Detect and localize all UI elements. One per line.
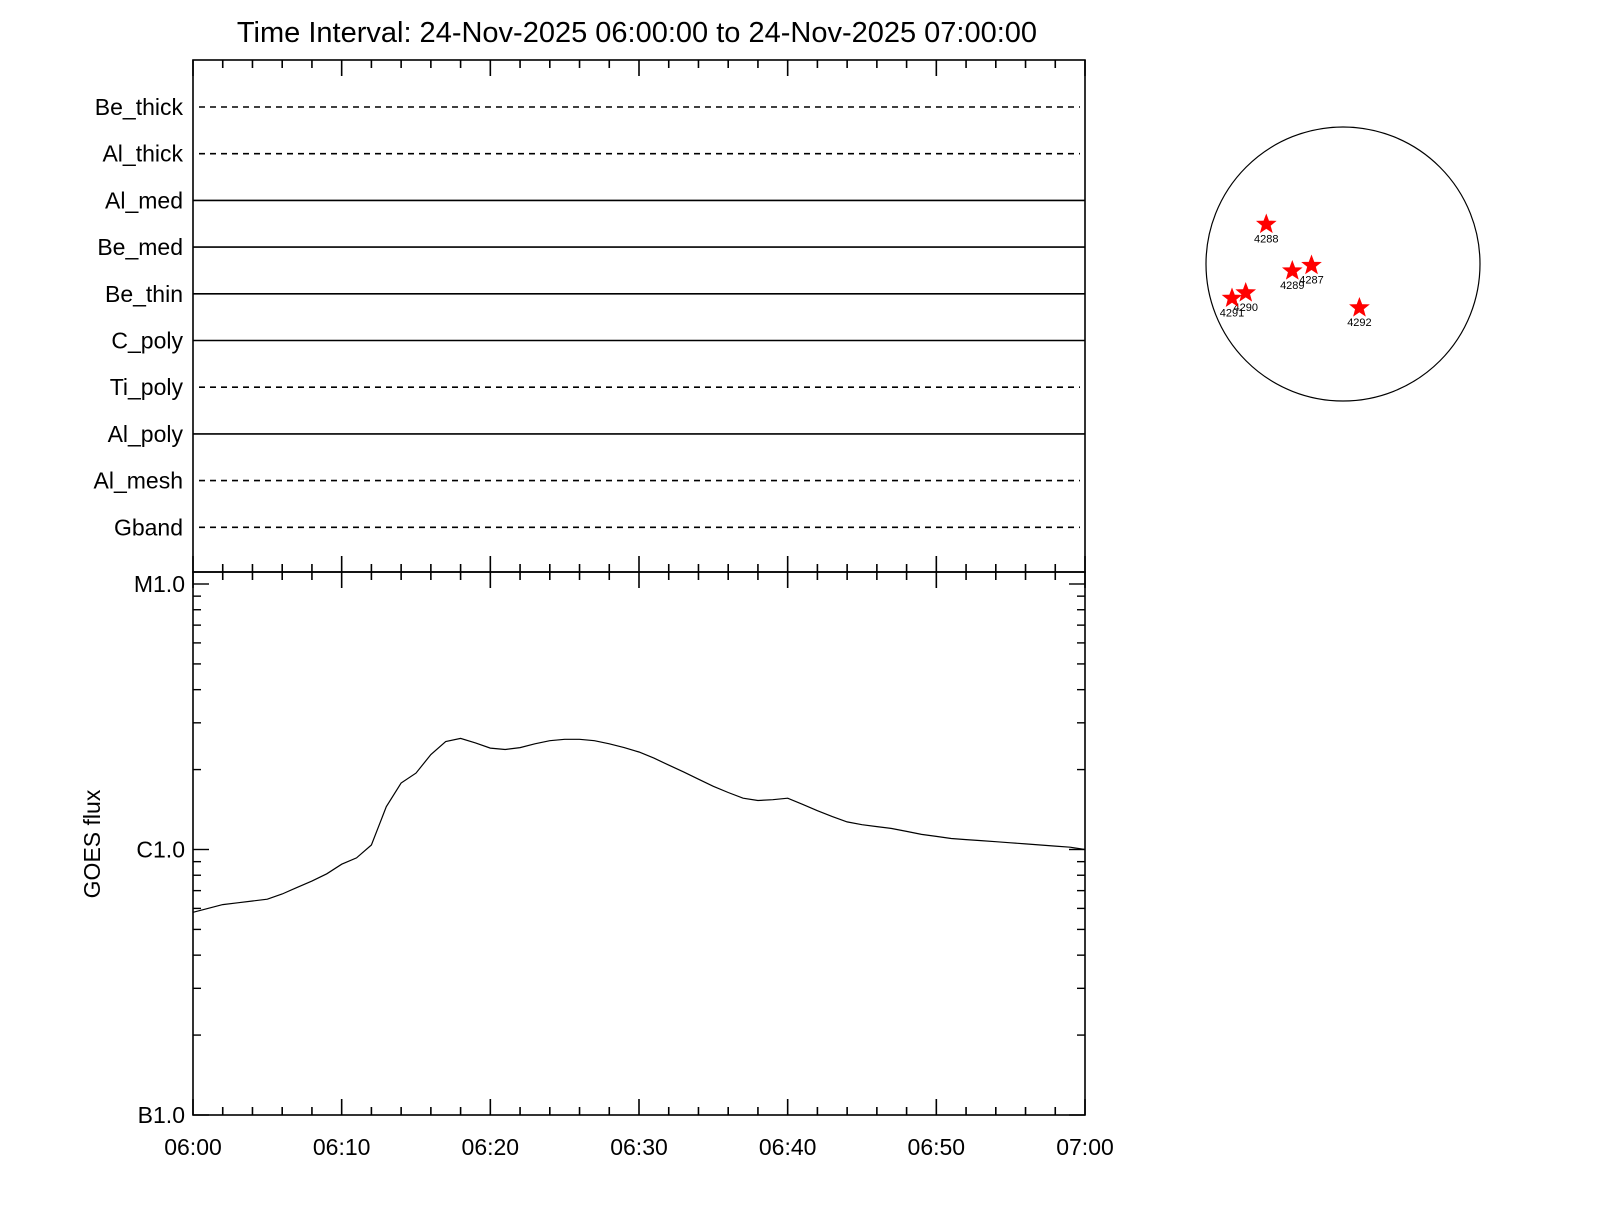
goes-axis-ticks <box>192 572 1086 1116</box>
x-tick-label: 06:30 <box>610 1134 668 1160</box>
filter-label: Be_med <box>97 234 183 260</box>
filter-label: C_poly <box>111 328 183 354</box>
active-region-star-icon <box>1301 254 1322 275</box>
goes-y-tick-labels: B1.0 C1.0 M1.0 <box>134 571 185 1128</box>
active-region-star-icon <box>1221 287 1243 307</box>
active-region-label: 4287 <box>1299 274 1323 286</box>
active-region-label: 4292 <box>1347 317 1371 329</box>
x-tick-label: 07:00 <box>1056 1134 1114 1160</box>
solar-disk <box>1205 126 1481 402</box>
filter-label: Al_med <box>105 187 183 213</box>
filter-panel-ticks <box>192 60 1086 572</box>
y-tick-label: C1.0 <box>136 837 185 863</box>
goes-flux-line <box>192 737 1086 913</box>
filter-label: Ti_poly <box>110 374 184 400</box>
y-tick-label: B1.0 <box>138 1102 185 1128</box>
filter-label: Al_poly <box>108 421 184 447</box>
filter-label: Al_thick <box>102 141 183 167</box>
x-tick-label: 06:00 <box>164 1134 222 1160</box>
goes-panel-frame <box>192 571 1086 1116</box>
active-region-star-icon <box>1235 281 1257 302</box>
filter-label: Be_thick <box>95 94 184 120</box>
filter-label: Al_mesh <box>94 468 183 494</box>
goes-x-tick-labels: 06:00 06:10 06:20 06:30 06:40 06:50 07:00 <box>164 1134 1114 1160</box>
active-region-label: 4290 <box>1233 302 1257 314</box>
filter-panel-frame <box>192 59 1086 573</box>
x-tick-label: 06:20 <box>462 1134 520 1160</box>
active-region-label: 4289 <box>1280 280 1304 292</box>
x-tick-label: 06:40 <box>759 1134 817 1160</box>
x-tick-label: 06:50 <box>908 1134 966 1160</box>
active-region-star-icon <box>1255 213 1277 234</box>
filter-label: Gband <box>114 514 183 540</box>
goes-series <box>192 737 1086 913</box>
active-region-star-icon <box>1349 296 1370 317</box>
chart-title: Time Interval: 24-Nov-2025 06:00:00 to 2… <box>237 17 1037 49</box>
filter-label: Be_thin <box>105 281 183 307</box>
y-axis-label: GOES flux <box>79 789 105 898</box>
active-region-label: 4291 <box>1220 307 1244 319</box>
x-tick-label: 06:10 <box>313 1134 371 1160</box>
active-region-label: 4288 <box>1254 233 1278 245</box>
active-region-star-icon <box>1281 260 1303 280</box>
y-tick-label: M1.0 <box>134 571 185 597</box>
filter-rows: Be_thick Al_thick Al_med Be_med Be_thin C_pol… <box>94 94 1085 540</box>
